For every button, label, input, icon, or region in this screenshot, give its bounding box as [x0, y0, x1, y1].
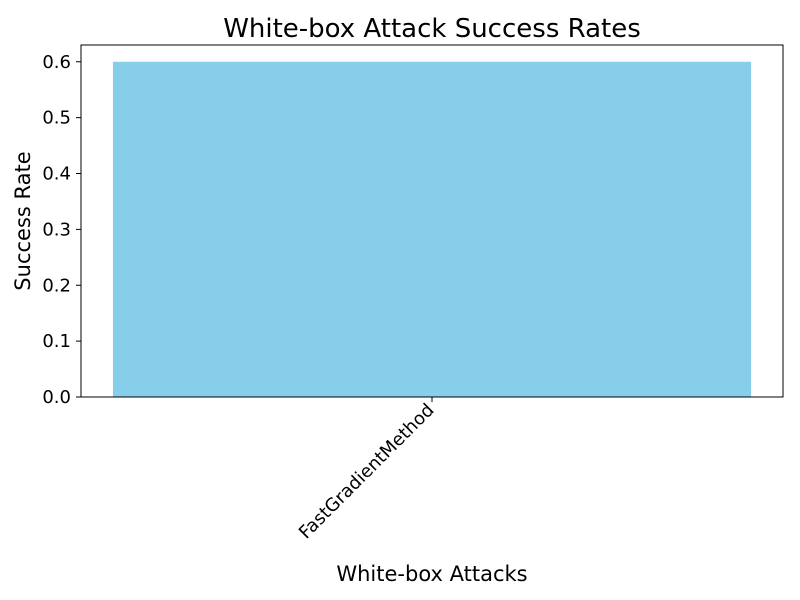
bar-0: [112, 61, 752, 398]
y-tick-label-1: 0.1: [42, 331, 71, 352]
x-tick-label-0: FastGradientMethod: [295, 400, 439, 544]
y-axis-label: Success Rate: [11, 151, 35, 290]
y-tick-label-0: 0.0: [42, 387, 71, 408]
x-axis-label: White-box Attacks: [336, 562, 527, 586]
y-tick-label-2: 0.2: [42, 275, 71, 296]
x-axis: FastGradientMethod: [295, 397, 439, 543]
chart-title: White-box Attack Success Rates: [223, 14, 641, 44]
bars-group: [112, 61, 752, 398]
y-tick-label-6: 0.6: [42, 52, 71, 73]
y-tick-label-3: 0.3: [42, 219, 71, 240]
y-tick-label-4: 0.4: [42, 164, 71, 185]
y-axis: 0.0 0.1 0.2 0.3 0.4 0.5 0.6: [42, 52, 81, 408]
y-tick-label-5: 0.5: [42, 108, 71, 129]
